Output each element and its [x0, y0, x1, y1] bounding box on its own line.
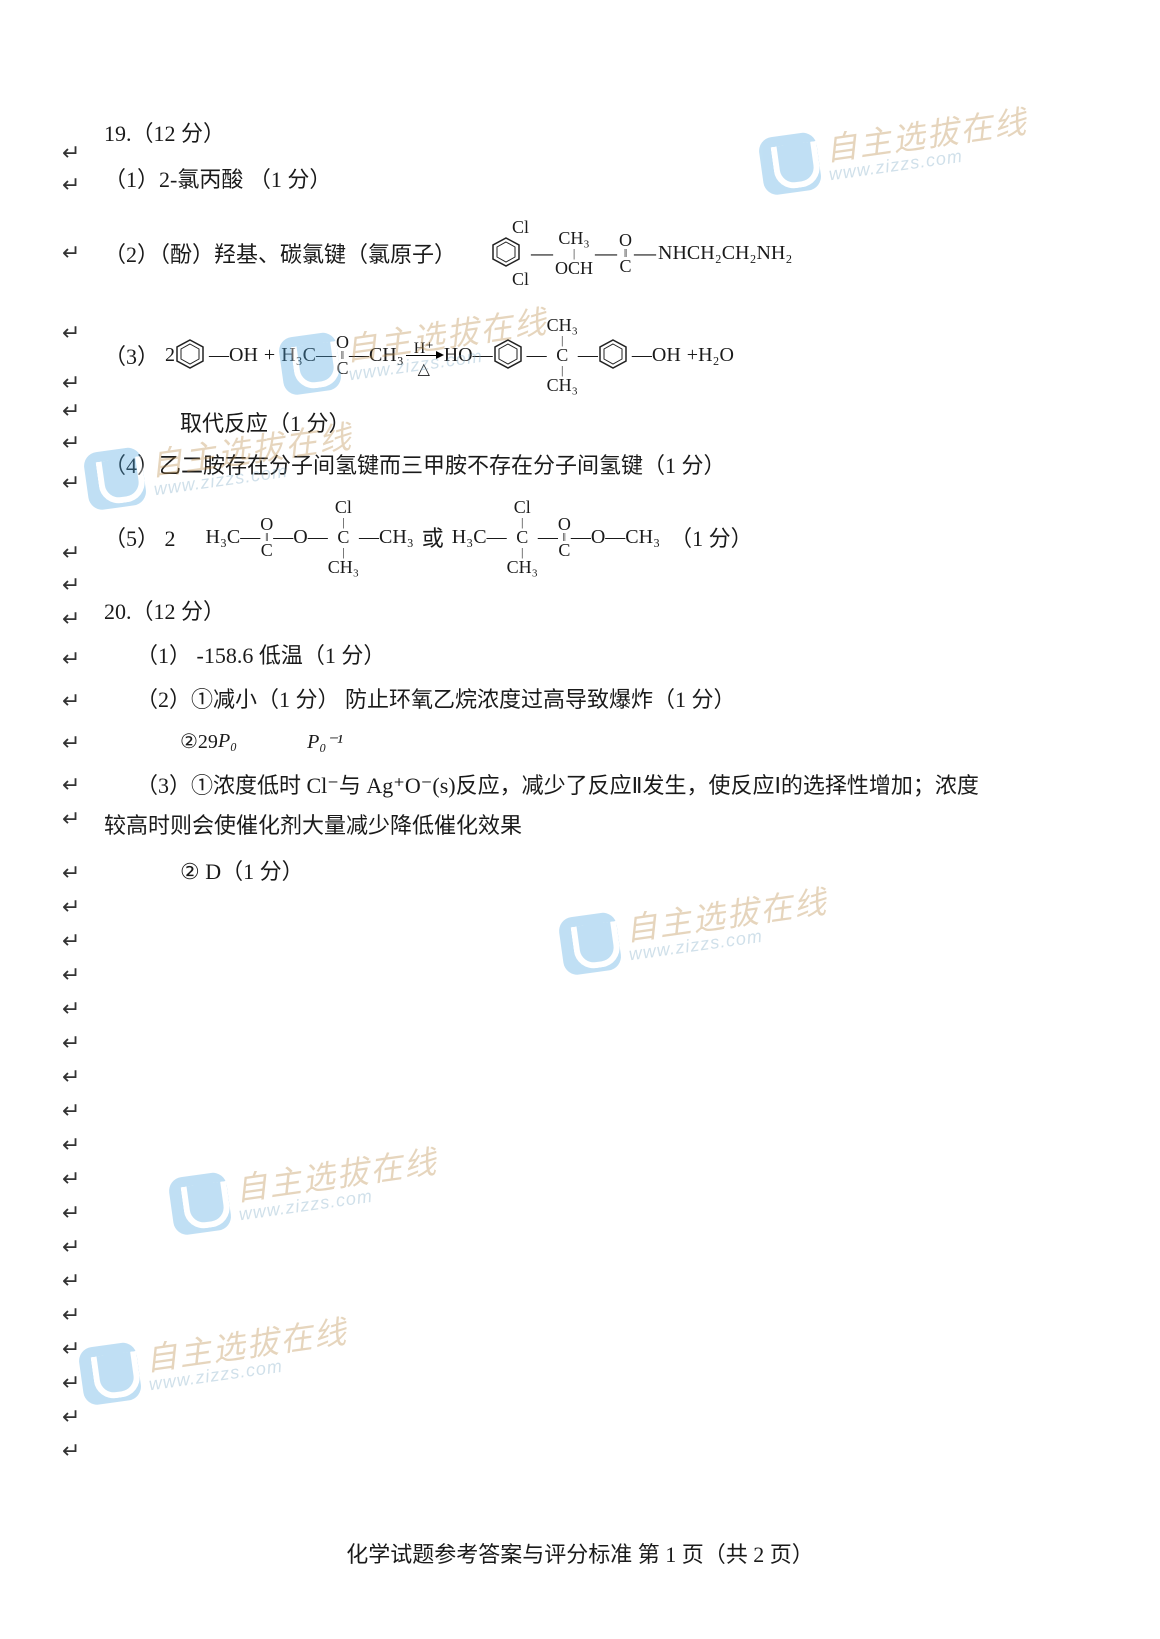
paragraph-mark: ↵: [62, 572, 80, 598]
paragraph-mark: ↵: [62, 1370, 80, 1396]
text: （3）①浓度低时 Cl⁻与 Ag⁺O⁻(s)反应，减少了反应Ⅱ发生，使反应Ⅰ的选…: [136, 768, 979, 800]
text: ②29: [180, 729, 218, 754]
paragraph-mark: ↵: [62, 430, 80, 456]
och-group: CH₃ | OCH: [555, 229, 593, 277]
watermark-cn: 自主选拔在线: [233, 1145, 439, 1205]
text: （1） -158.6 低温（1 分）: [136, 638, 385, 670]
reaction-arrow: H⁺ △: [406, 355, 442, 356]
watermark-url: www.zizzs.com: [148, 1347, 353, 1393]
text: 取代反应（1 分）: [180, 406, 351, 438]
paragraph-mark: ↵: [62, 470, 80, 496]
paragraph-mark: ↵: [62, 688, 80, 714]
text: （2）（酚）羟基、碳氯键（氯原子）: [104, 237, 456, 269]
text: （1）2-氯丙酸 （1 分）: [104, 162, 331, 194]
paragraph-mark: ↵: [62, 370, 80, 396]
text: （4）乙二胺存在分子间氢键而三甲胺不存在分子间氢键（1 分）: [104, 448, 726, 480]
q19-a4: （4）乙二胺存在分子间氢键而三甲胺不存在分子间氢键（1 分）: [80, 448, 1080, 480]
footer-text: 化学试题参考答案与评分标准 第 1 页（共 2 页）: [346, 1542, 814, 1567]
watermark-cn: 自主选拔在线: [143, 1315, 349, 1375]
text: 较高时则会使催化剂大量减少降低催化效果: [104, 808, 522, 840]
q19-header: 19.（12 分）: [80, 116, 1080, 148]
benzene-icon: [175, 338, 209, 372]
watermark: 自主选拔在线www.zizzs.com: [167, 1141, 442, 1236]
ccl-group-2: Cl | C | CH₃: [507, 498, 538, 576]
cl-top: Cl: [512, 218, 529, 236]
quaternary-c: CH₃ | C | CH₃: [547, 316, 578, 394]
q20-a1: （1） -158.6 低温（1 分）: [80, 638, 1080, 670]
q19-a5: （5） 2 H₃C — O ‖ C —O— Cl | C | CH₃ — CH₃…: [80, 498, 1080, 576]
paragraph-mark: ↵: [62, 1166, 80, 1192]
text: （2）①减小（1 分） 防止环氧乙烷浓度过高导致爆炸（1 分）: [136, 682, 736, 714]
text: （3）: [104, 339, 159, 371]
watermark-logo-icon: [77, 1341, 143, 1407]
or-text: 或: [422, 521, 444, 553]
watermark-url: www.zizzs.com: [238, 1177, 443, 1223]
text: （5） 2: [104, 521, 176, 553]
paragraph-mark: ↵: [62, 730, 80, 756]
ccl-group: Cl | C | CH₃: [328, 498, 359, 576]
paragraph-mark: ↵: [62, 320, 80, 346]
coef: 2: [165, 344, 175, 367]
paragraph-mark: ↵: [62, 540, 80, 566]
benzene-icon: [491, 236, 525, 270]
q20-a2-1: （2）①减小（1 分） 防止环氧乙烷浓度过高导致爆炸（1 分）: [80, 682, 1080, 714]
paragraph-mark: ↵: [62, 772, 80, 798]
q20-header: 20.（12 分）: [80, 594, 1080, 626]
benzene-icon: [493, 338, 527, 372]
paragraph-mark: ↵: [62, 996, 80, 1022]
q19-a3-sub: 取代反应（1 分）: [80, 406, 1080, 438]
paragraph-mark: ↵: [62, 606, 80, 632]
q20-a3-2: ② D（1 分）: [80, 854, 1080, 886]
dichloro-benzene: Cl Cl: [486, 218, 529, 288]
amide-tail: NHCH₂CH₂NH₂: [658, 242, 792, 265]
p0: P₀: [218, 730, 237, 753]
watermark-text: 自主选拔在线www.zizzs.com: [143, 1315, 352, 1393]
paragraph-mark: ↵: [62, 1234, 80, 1260]
paragraph-mark: ↵: [62, 1404, 80, 1430]
q19-a2: （2）（酚）羟基、碳氯键（氯原子） Cl Cl — CH₃ | OCH — O …: [80, 218, 1080, 288]
carbonyl: O ‖ C: [619, 231, 632, 275]
paragraph-mark: ↵: [62, 1030, 80, 1056]
paragraph-mark: ↵: [62, 962, 80, 988]
paragraph-mark: ↵: [62, 928, 80, 954]
text: 19.（12 分）: [104, 116, 225, 148]
q20-a3-1a: （3）①浓度低时 Cl⁻与 Ag⁺O⁻(s)反应，减少了反应Ⅱ发生，使反应Ⅰ的选…: [80, 768, 1080, 800]
watermark: 自主选拔在线www.zizzs.com: [77, 1311, 352, 1406]
cl-bot: Cl: [512, 270, 529, 288]
paragraph-mark: ↵: [62, 1302, 80, 1328]
paragraph-mark: ↵: [62, 140, 80, 166]
ester-c-2: O ‖ C: [558, 515, 571, 559]
paragraph-mark: ↵: [62, 806, 80, 832]
paragraph-mark: ↵: [62, 172, 80, 198]
paragraph-mark: ↵: [62, 398, 80, 424]
paragraph-mark: ↵: [62, 1132, 80, 1158]
text: 20.（12 分）: [104, 594, 225, 626]
ester-c: O ‖ C: [260, 515, 273, 559]
score: （1 分）: [670, 521, 753, 553]
paragraph-mark: ↵: [62, 1336, 80, 1362]
acetone-c: O ‖ C: [336, 333, 349, 377]
watermark-text: 自主选拔在线www.zizzs.com: [233, 1145, 442, 1223]
paragraph-mark: ↵: [62, 1438, 80, 1464]
text: ② D（1 分）: [180, 854, 304, 886]
paragraph-mark: ↵: [62, 1268, 80, 1294]
paragraph-mark: ↵: [62, 240, 80, 266]
paragraph-mark: ↵: [62, 1098, 80, 1124]
benzene-icon: [598, 338, 632, 372]
paragraph-mark: ↵: [62, 646, 80, 672]
paragraph-mark: ↵: [62, 1064, 80, 1090]
watermark-logo-icon: [167, 1171, 233, 1237]
paragraph-mark: ↵: [62, 894, 80, 920]
q19-a3: （3） 2 — OH + H₃C — O ‖ C — CH₃ H⁺ △ HO —…: [80, 316, 1080, 394]
paragraph-mark: ↵: [62, 860, 80, 886]
q20-a3-1b: 较高时则会使催化剂大量减少降低催化效果: [80, 808, 1080, 840]
answer-page: 19.（12 分） （1）2-氯丙酸 （1 分） （2）（酚）羟基、碳氯键（氯原…: [0, 0, 1160, 932]
q20-a2-2: ②29 P₀ P₀⁻¹: [80, 726, 1080, 756]
q19-a1: （1）2-氯丙酸 （1 分）: [80, 162, 1080, 194]
page-footer: 化学试题参考答案与评分标准 第 1 页（共 2 页）: [0, 1537, 1160, 1569]
paragraph-mark: ↵: [62, 1200, 80, 1226]
p0inv: P₀⁻¹: [307, 729, 343, 754]
paragraph-marks-column: ↵ ↵ ↵ ↵ ↵ ↵ ↵ ↵ ↵ ↵ ↵ ↵ ↵ ↵ ↵ ↵ ↵ ↵: [62, 860, 80, 1472]
